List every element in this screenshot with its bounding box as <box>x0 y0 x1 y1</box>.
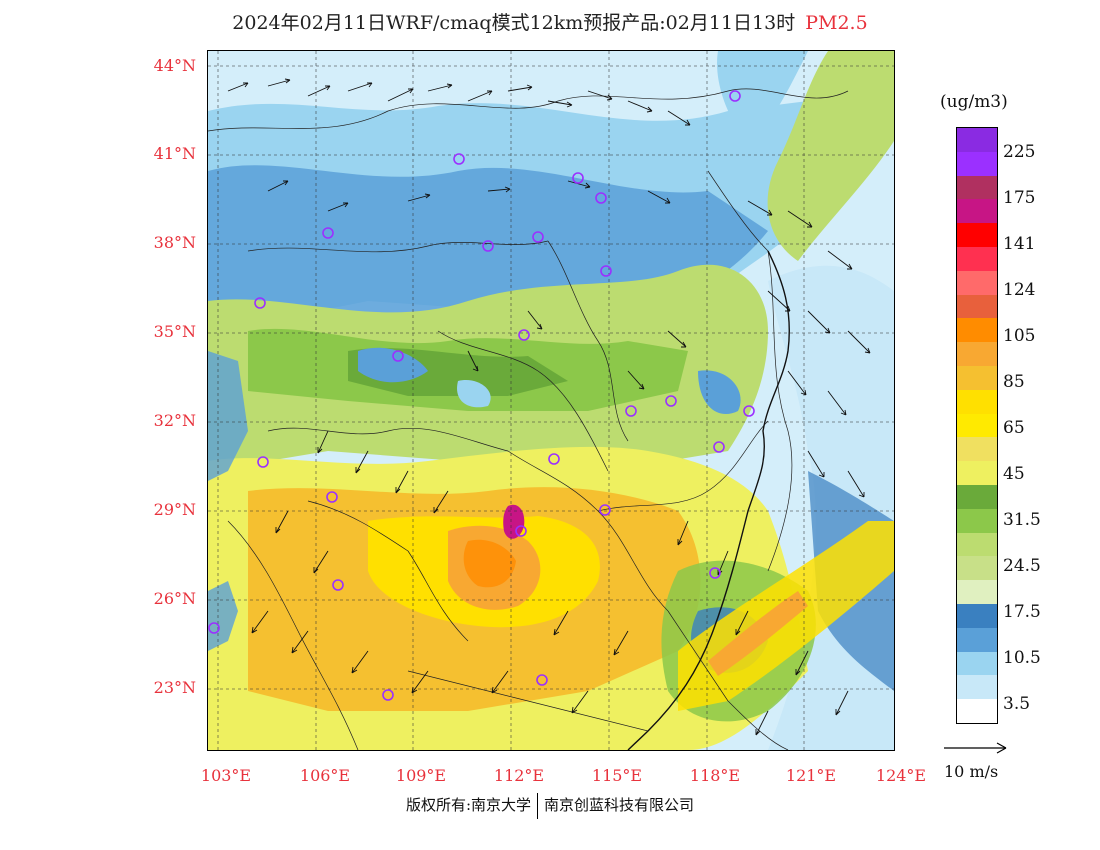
colorbar-swatch <box>957 128 997 152</box>
lon-label-121: 121°E <box>785 766 837 785</box>
colorbar-swatch <box>957 342 997 366</box>
lat-label-38: 38°N <box>153 233 196 252</box>
lon-label-118: 118°E <box>689 766 741 785</box>
pm25-concentration-field <box>208 51 894 750</box>
colorbar-label: 17.5 <box>1003 602 1041 622</box>
title-pollutant: PM2.5 <box>805 12 868 34</box>
colorbar-swatch <box>957 151 997 176</box>
footer-company: 南京创蓝科技有限公司 <box>544 796 695 814</box>
colorbar-label: 24.5 <box>1003 556 1041 576</box>
lat-label-44: 44°N <box>153 56 196 75</box>
colorbar-swatch <box>957 365 997 390</box>
colorbar-label: 45 <box>1003 464 1025 484</box>
lon-label-115: 115°E <box>591 766 643 785</box>
colorbar-swatch <box>957 508 997 533</box>
colorbar-swatch <box>957 246 997 271</box>
colorbar-swatch <box>957 199 997 224</box>
colorbar-swatch <box>957 556 997 581</box>
colorbar-label: 225 <box>1003 142 1036 162</box>
lat-label-29: 29°N <box>153 500 196 519</box>
colorbar-swatch <box>957 651 997 676</box>
footer: 版权所有:南京大学 南京创蓝科技有限公司 <box>0 793 1100 819</box>
colorbar-label: 85 <box>1003 372 1025 392</box>
lon-label-106: 106°E <box>299 766 351 785</box>
footer-copyright: 版权所有:南京大学 <box>405 796 532 814</box>
wind-reference-arrow <box>944 742 1007 754</box>
colorbar-swatch <box>957 413 997 438</box>
colorbar-swatch <box>957 580 997 604</box>
lat-label-35: 35°N <box>153 322 196 341</box>
colorbar-swatch <box>957 270 997 295</box>
lon-label-103: 103°E <box>200 766 252 785</box>
map-title: 2024年02月11日WRF/cmaq模式12km预报产品:02月11日13时 P… <box>0 8 1100 35</box>
colorbar-unit: (ug/m3) <box>940 92 1008 112</box>
lon-label-109: 109°E <box>395 766 447 785</box>
colorbar-label: 10.5 <box>1003 648 1041 668</box>
colorbar-swatch <box>957 175 997 200</box>
colorbar-swatch <box>957 627 997 652</box>
city-markers <box>208 90 755 701</box>
colorbar-label: 124 <box>1003 280 1036 300</box>
colorbar-label: 141 <box>1003 234 1036 254</box>
pm25-map[interactable] <box>207 50 895 751</box>
lat-label-32: 32°N <box>153 411 196 430</box>
colorbar-swatch <box>957 437 997 462</box>
colorbar-swatch <box>957 699 997 723</box>
colorbar-swatch <box>957 461 997 485</box>
lat-label-41: 41°N <box>153 144 196 163</box>
colorbar-swatch <box>957 389 997 414</box>
colorbar-label: 105 <box>1003 326 1036 346</box>
colorbar-swatch <box>957 603 997 628</box>
colorbar-swatch <box>957 675 997 700</box>
wind-reference-label: 10 m/s <box>944 762 999 781</box>
colorbar-swatch <box>957 294 997 319</box>
colorbar-swatch <box>957 484 997 509</box>
wind-vectors <box>227 78 871 736</box>
lon-label-124: 124°E <box>875 766 927 785</box>
colorbar-label: 175 <box>1003 188 1036 208</box>
footer-separator <box>537 793 539 819</box>
title-main: 2024年02月11日WRF/cmaq模式12km预报产品:02月11日13时 <box>232 12 796 34</box>
lon-label-112: 112°E <box>493 766 545 785</box>
colorbar-swatch <box>957 318 997 343</box>
colorbar-label: 3.5 <box>1003 694 1031 714</box>
colorbar-swatch <box>957 532 997 557</box>
colorbar-swatch <box>957 223 997 247</box>
lat-label-26: 26°N <box>153 589 196 608</box>
colorbar-label: 31.5 <box>1003 510 1041 530</box>
colorbar <box>956 127 998 724</box>
lat-label-23: 23°N <box>153 678 196 697</box>
colorbar-label: 65 <box>1003 418 1025 438</box>
